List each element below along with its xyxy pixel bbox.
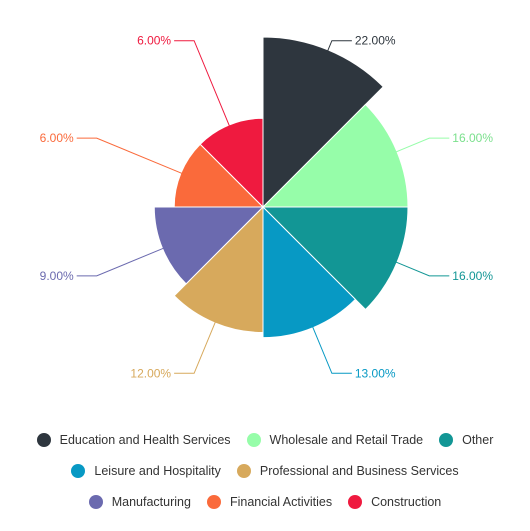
legend-label: Construction [371, 494, 442, 509]
legend-item[interactable]: Leisure and Hospitality [71, 463, 221, 478]
leader-line [310, 321, 352, 374]
legend-item[interactable]: Other [439, 432, 494, 447]
legend-swatch [236, 463, 251, 478]
chart: 22.00% 16.00% 16.00% 13.00% 12.00% 9.00% 6.00%… [40, 34, 494, 381]
legend-swatch [246, 432, 261, 447]
legend-label: Manufacturing [111, 494, 191, 509]
legend-row: Manufacturing Financial Activities Constru… [0, 486, 530, 517]
data-label: 16.00% [452, 269, 493, 283]
legend-item[interactable]: Construction [348, 494, 442, 509]
leader-line [174, 40, 232, 130]
legend-swatch [348, 494, 363, 509]
legend-item[interactable]: Wholesale and Retail Trade [246, 432, 424, 447]
leader-line [324, 40, 352, 58]
data-label: 6.00% [40, 131, 74, 145]
data-label: 16.00% [452, 131, 493, 145]
legend-label: Leisure and Hospitality [94, 463, 221, 478]
legend-swatch [88, 494, 103, 509]
legend: Education and Health Services Wholesale a… [0, 424, 530, 517]
leader-line [76, 137, 186, 176]
legend-label: Education and Health Services [59, 432, 231, 447]
leader-line [390, 259, 450, 277]
data-label: 9.00% [40, 269, 74, 283]
legend-swatch [206, 494, 221, 509]
legend-swatch [71, 463, 86, 478]
data-label: 12.00% [130, 366, 171, 380]
leader-line [390, 137, 450, 155]
data-label: 22.00% [355, 34, 396, 48]
legend-item[interactable]: Professional and Business Services [236, 463, 459, 478]
legend-item[interactable]: Financial Activities [206, 494, 333, 509]
legend-label: Professional and Business Services [259, 463, 459, 478]
data-label: 6.00% [137, 34, 171, 48]
leader-line [76, 246, 168, 277]
leader-line [174, 317, 218, 374]
legend-row: Leisure and Hospitality Professional and … [0, 455, 530, 486]
legend-label: Wholesale and Retail Trade [269, 432, 424, 447]
legend-swatch [36, 432, 51, 447]
legend-swatch [439, 432, 454, 447]
legend-label: Other [462, 432, 494, 447]
legend-label: Financial Activities [229, 494, 333, 509]
legend-row: Education and Health Services Wholesale a… [0, 424, 530, 455]
legend-item[interactable]: Education and Health Services [36, 432, 231, 447]
legend-item[interactable]: Manufacturing [88, 494, 191, 509]
data-label: 13.00% [355, 366, 396, 380]
